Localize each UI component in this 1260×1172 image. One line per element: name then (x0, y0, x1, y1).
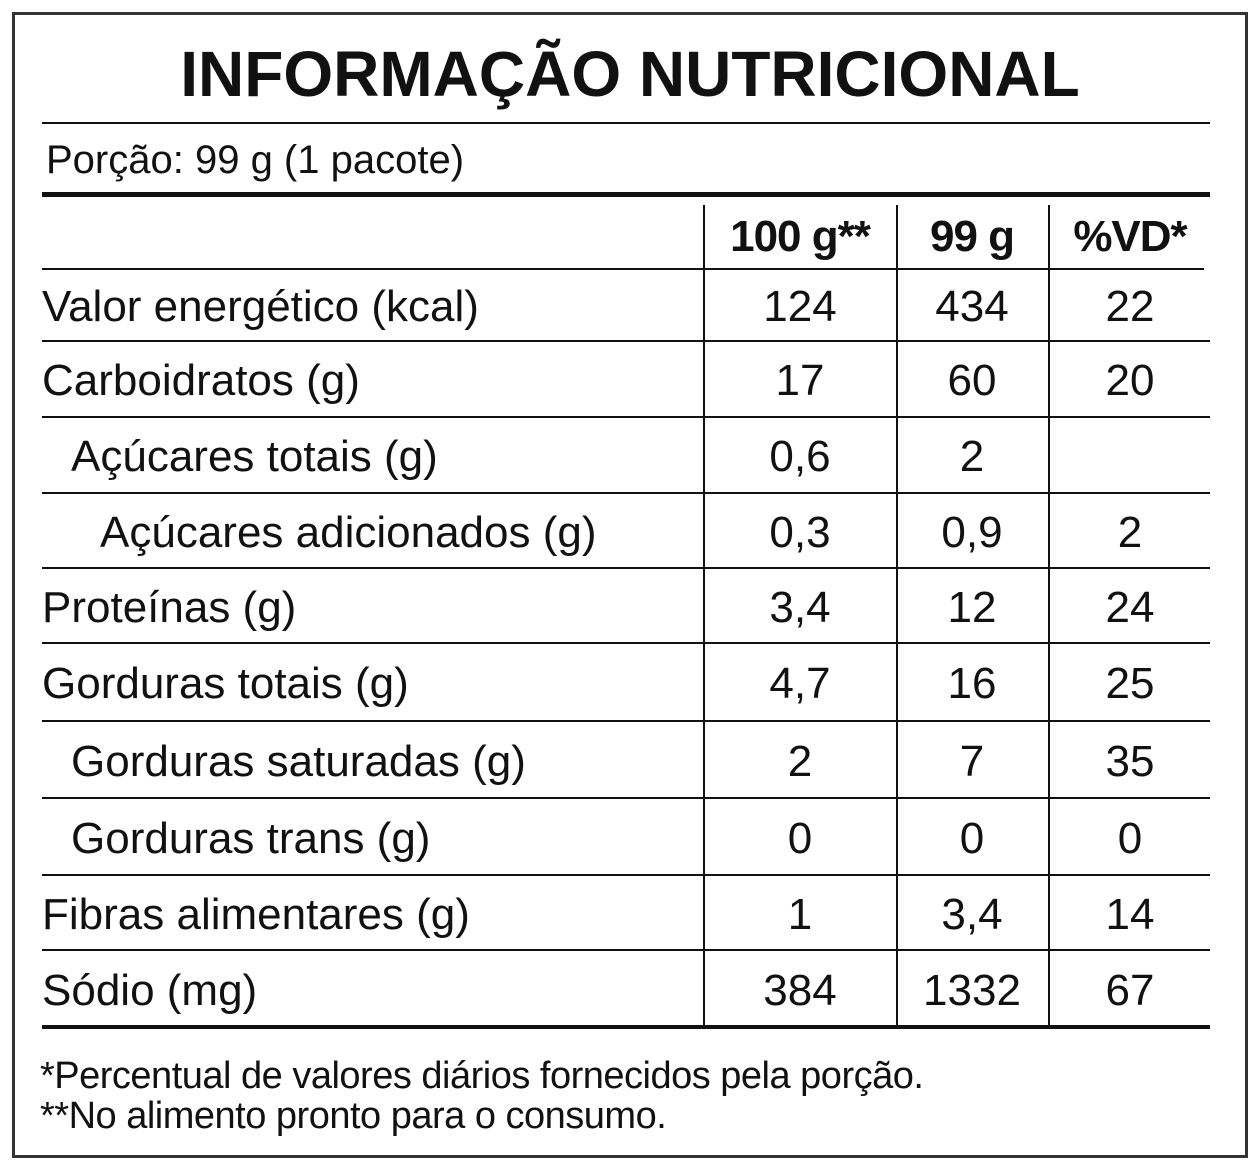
nutrient-value: 1332 (923, 965, 1021, 1015)
nutrient-value: 20 (1105, 356, 1155, 405)
nutrient-value: 16 (947, 659, 997, 708)
nutrient-value: 22 (1105, 282, 1155, 331)
nutrient-value: 7 (959, 736, 985, 786)
column-header: %VD* (1073, 212, 1187, 261)
nutrient-value: 0 (959, 813, 985, 863)
nutrient-value: 2 (787, 736, 813, 786)
nutrient-value: 0,3 (769, 507, 831, 557)
nutrient-value: 0 (787, 813, 813, 863)
nutrient-label: Valor energético (kcal) (42, 282, 479, 331)
row-divider (42, 797, 1210, 799)
row-divider (42, 268, 1204, 270)
nutrient-value: 25 (1105, 659, 1155, 708)
nutrient-value: 1 (787, 889, 813, 939)
nutrient-value: 3,4 (769, 582, 831, 632)
nutrient-value: 14 (1105, 889, 1155, 939)
nutrient-value: 3,4 (941, 889, 1003, 939)
column-divider (896, 205, 898, 1027)
nutrient-value: 2 (1117, 507, 1143, 557)
nutrient-value: 0,6 (769, 432, 831, 481)
title-rule (42, 122, 1210, 124)
table-bottom-rule (42, 1025, 1210, 1029)
portion-rule (42, 192, 1210, 197)
nutrient-label: Gorduras saturadas (g) (71, 736, 526, 786)
nutrient-label: Gorduras trans (g) (71, 813, 431, 863)
column-header: 100 g** (730, 212, 871, 261)
nutrient-value: 0 (1117, 813, 1143, 863)
column-divider (1048, 205, 1050, 1027)
nutrient-value: 4,7 (769, 659, 831, 708)
nutrient-value: 0,9 (941, 507, 1003, 557)
row-divider (42, 340, 1210, 342)
nutrient-value: 12 (947, 582, 997, 632)
nutrient-value: 67 (1105, 965, 1155, 1015)
nutrient-label: Carboidratos (g) (42, 356, 360, 405)
nutrient-label: Proteínas (g) (42, 582, 297, 632)
nutrient-value: 434 (935, 282, 1009, 331)
column-divider (703, 205, 705, 1027)
nutrient-value: 124 (763, 282, 837, 331)
nutrient-label: Fibras alimentares (g) (42, 889, 470, 939)
footnote: **No alimento pronto para o consumo. (40, 1095, 667, 1137)
footnote: *Percentual de valores diários fornecido… (40, 1055, 924, 1097)
column-header: 99 g (929, 212, 1015, 261)
row-divider (42, 567, 1210, 569)
row-divider (42, 642, 1210, 644)
row-divider (42, 720, 1210, 722)
nutrient-value: 384 (763, 965, 837, 1015)
title: INFORMAÇÃO NUTRICIONAL (180, 38, 1080, 110)
row-divider (42, 492, 1210, 494)
nutrient-label: Sódio (mg) (42, 965, 258, 1015)
nutrient-value: 17 (775, 356, 825, 405)
outer-border (12, 12, 1248, 1158)
nutrient-value: 2 (959, 432, 985, 481)
nutrient-value: 24 (1105, 582, 1155, 632)
row-divider (42, 949, 1210, 951)
nutrient-label: Gorduras totais (g) (42, 659, 409, 708)
row-divider (42, 874, 1210, 876)
nutrient-value: 35 (1105, 736, 1155, 786)
nutrient-label: Açúcares totais (g) (71, 432, 438, 481)
nutrient-label: Açúcares adicionados (g) (100, 507, 597, 557)
portion: Porção: 99 g (1 pacote) (46, 138, 465, 182)
row-divider (42, 416, 1210, 418)
nutrient-value: 60 (947, 356, 997, 405)
